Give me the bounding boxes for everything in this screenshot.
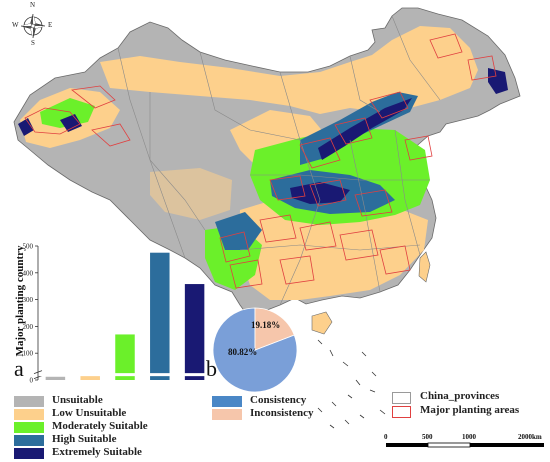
bar-chart-ytick-label-500: 500 (23, 243, 34, 251)
pie-label-consistency: 80.82% (228, 347, 258, 357)
extreme-zone-center (290, 182, 350, 204)
bar-chart-axis-break (39, 373, 213, 377)
scale-bar-tick-500: 500 (422, 433, 433, 441)
bar-unsuitable (45, 376, 66, 380)
extreme-zone-xinjiang (60, 114, 82, 132)
bar-chart-bars (39, 252, 213, 380)
scale-bar-tick-1000: 1000 (462, 433, 476, 441)
pie-chart (212, 307, 298, 393)
legend-swatch-consistency (212, 396, 242, 407)
legend-swatch-moderately-suitable (14, 422, 44, 433)
major-planting-areas (24, 33, 497, 289)
compass-east: E (48, 21, 53, 29)
bar-extremely-suitable (184, 284, 205, 380)
legend-swatch-unsuitable (14, 396, 44, 407)
south-china-sea-islands (317, 339, 386, 429)
legend-swatch-high-suitable (14, 435, 44, 446)
bar-moderately-suitable (115, 334, 135, 380)
legend-label-extremely-suitable: Extremely Suitable (52, 446, 142, 458)
compass-north: N (30, 1, 36, 9)
hainan-island (311, 311, 333, 335)
panel-label-b: b (206, 356, 217, 381)
legend-label-unsuitable: Unsuitable (52, 394, 103, 406)
high-zone-sichuan (215, 212, 262, 250)
scale-bar-tick-2000km: 2000km (518, 433, 542, 441)
scale-bar (386, 442, 544, 448)
legend-swatch-major-planting-areas (392, 406, 411, 418)
low-unsuitable-zone-plateau (150, 168, 232, 220)
bar-chart-ytick-label-200: 200 (23, 323, 34, 331)
bar-chart-ylabel: Major planting country (14, 245, 26, 357)
legend-label-high-suitable: High Suitable (52, 433, 117, 445)
legend-label-china-provinces: China_provinces (420, 390, 500, 402)
bar-chart-ytick-label-300: 300 (23, 296, 34, 304)
legend-label-inconsistency: Inconsistency (250, 407, 314, 419)
pie-chart-slices (212, 307, 298, 393)
legend-swatch-inconsistency (212, 409, 242, 420)
bar-chart: 0 100 200 300 400 500 (23, 243, 213, 385)
legend-label-consistency: Consistency (250, 394, 307, 406)
compass-south: S (31, 39, 35, 47)
legend-swatch-china-provinces (392, 392, 411, 404)
legend-label-moderately-suitable: Moderately Suitable (52, 420, 148, 432)
bar-low-unsuitable (80, 374, 100, 380)
panel-label-a: a (14, 356, 24, 381)
compass-icon (20, 13, 46, 39)
bar-chart-ytick-label-400: 400 (23, 269, 34, 277)
bar-chart-axis: 0 100 200 300 400 500 (23, 243, 43, 385)
taiwan-island (418, 251, 431, 283)
low-unsuitable-zone-north (100, 26, 478, 114)
extreme-zone-northeast (488, 68, 508, 94)
legend-swatch-extremely-suitable (14, 448, 44, 459)
pie-slice-inconsistency (254, 307, 295, 351)
bar-chart-ytick-label-0: 0 (30, 377, 34, 385)
legend-swatch-low-unsuitable (14, 409, 44, 420)
pie-slice-consistency (212, 307, 298, 393)
bar-chart-break-mark-0 (33, 370, 43, 375)
bar-chart-break-mark-1 (33, 375, 43, 380)
bar-chart-ytick-label-100: 100 (23, 350, 34, 358)
pie-label-inconsistency: 19.18% (251, 320, 281, 330)
compass-west: W (12, 21, 19, 29)
bar-high-suitable (150, 252, 170, 380)
legend-label-low-unsuitable: Low Unsuitable (52, 407, 127, 419)
extreme-zone-west (18, 118, 34, 136)
moderate-zone-xinjiang (40, 98, 95, 128)
extreme-zone-north (318, 98, 412, 160)
scale-bar-tick-0: 0 (384, 433, 388, 441)
legend-label-major-planting-areas: Major planting areas (420, 404, 520, 416)
province-boundaries (117, 15, 441, 306)
